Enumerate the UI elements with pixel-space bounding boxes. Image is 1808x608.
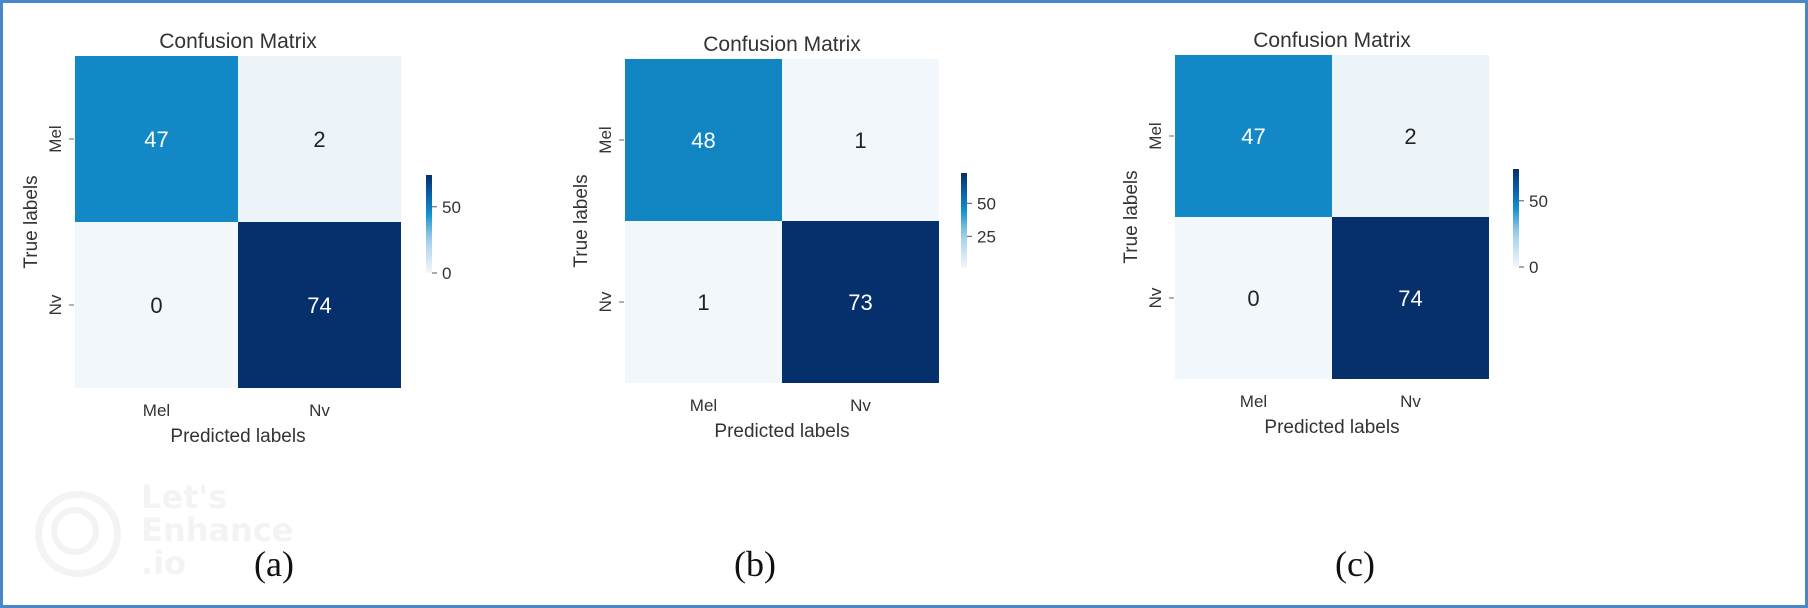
- colorbar-tick-label-c-1: 50: [1529, 192, 1548, 211]
- heatmap-cell-a-0-1: [238, 56, 401, 222]
- colorbar-tick-label-c-0: 0: [1529, 258, 1538, 277]
- chart-title-c: Confusion Matrix: [1253, 29, 1411, 52]
- panel-c: Confusion Matrix 47 2 0 74 Mel Nv Mel Nv Predicte…: [1103, 3, 1703, 605]
- colorbar-c: [1513, 169, 1519, 267]
- panel-caption-b: (b): [734, 544, 776, 584]
- heatmap-cell-c-0-1: [1332, 55, 1489, 217]
- x-tick-label-a-1: Nv: [309, 401, 330, 420]
- y-tick-label-a-0: Mel: [46, 125, 65, 152]
- panel-caption-c: (c): [1335, 544, 1375, 584]
- watermark-logo-icon: [35, 491, 121, 577]
- y-tick-label-b-0: Mel: [596, 126, 615, 153]
- y-tick-label-b-1: Nv: [596, 291, 615, 312]
- heatmap-cell-c-0-0: [1175, 55, 1332, 217]
- watermark: Let's Enhance .io: [35, 481, 295, 591]
- panel-b: Confusion Matrix 48 1 1 73 Mel Nv Mel Nv Predicte…: [553, 3, 1153, 605]
- watermark-text: Let's Enhance .io: [141, 478, 294, 582]
- x-axis-label-c: Predicted labels: [1264, 417, 1399, 438]
- cell-value-b-0-1: 1: [854, 128, 866, 153]
- heatmap-cell-c-1-1: [1332, 217, 1489, 379]
- cell-value-c-0-1: 2: [1404, 124, 1416, 149]
- colorbar-tick-label-b-1: 50: [977, 194, 996, 213]
- heatmap-cell-a-1-1: [238, 222, 401, 388]
- cell-value-c-1-0: 0: [1247, 286, 1259, 311]
- cell-value-b-0-0: 48: [691, 128, 715, 153]
- watermark-logo-inner-icon: [51, 507, 99, 555]
- colorbar-tick-label-b-0: 25: [977, 227, 996, 246]
- panel-a: Confusion Matrix 47 2 0 74 Mel Nv Mel Nv Predicte…: [3, 3, 603, 605]
- x-axis-label-a: Predicted labels: [170, 426, 305, 447]
- x-tick-label-b-0: Mel: [690, 396, 717, 415]
- cell-value-b-1-0: 1: [697, 290, 709, 315]
- heatmap-cell-b-1-0: [625, 221, 782, 383]
- y-axis-label-c: True labels: [1121, 170, 1142, 263]
- cell-value-a-0-1: 2: [313, 127, 325, 152]
- heatmap-cell-a-1-0: [75, 222, 238, 388]
- x-tick-label-b-1: Nv: [850, 396, 871, 415]
- x-tick-label-a-0: Mel: [143, 401, 170, 420]
- chart-title-a: Confusion Matrix: [159, 30, 317, 53]
- y-tick-label-c-1: Nv: [1146, 287, 1165, 308]
- colorbar-tick-label-a-1: 50: [442, 198, 461, 217]
- panel-caption-a: (a): [254, 544, 294, 584]
- cell-value-a-1-0: 0: [150, 293, 162, 318]
- heatmap-cell-a-0-0: [75, 56, 238, 222]
- cell-value-c-1-1: 74: [1398, 286, 1422, 311]
- y-tick-label-a-1: Nv: [46, 294, 65, 315]
- y-axis-label-a: True labels: [21, 175, 42, 268]
- cell-value-a-0-0: 47: [144, 127, 168, 152]
- colorbar-b: [961, 173, 967, 268]
- colorbar-tick-label-a-0: 0: [442, 264, 451, 283]
- x-axis-label-b: Predicted labels: [714, 421, 849, 442]
- heatmap-cell-b-0-0: [625, 59, 782, 221]
- cell-value-a-1-1: 74: [307, 293, 331, 318]
- colorbar-a: [426, 175, 432, 273]
- y-tick-label-c-0: Mel: [1146, 122, 1165, 149]
- heatmap-cell-b-1-1: [782, 221, 939, 383]
- x-tick-label-c-0: Mel: [1240, 392, 1267, 411]
- x-tick-label-c-1: Nv: [1400, 392, 1421, 411]
- cell-value-c-0-0: 47: [1241, 124, 1265, 149]
- chart-title-b: Confusion Matrix: [703, 33, 861, 56]
- heatmap-cell-c-1-0: [1175, 217, 1332, 379]
- heatmap-cell-b-0-1: [782, 59, 939, 221]
- y-axis-label-b: True labels: [571, 174, 592, 267]
- cell-value-b-1-1: 73: [848, 290, 872, 315]
